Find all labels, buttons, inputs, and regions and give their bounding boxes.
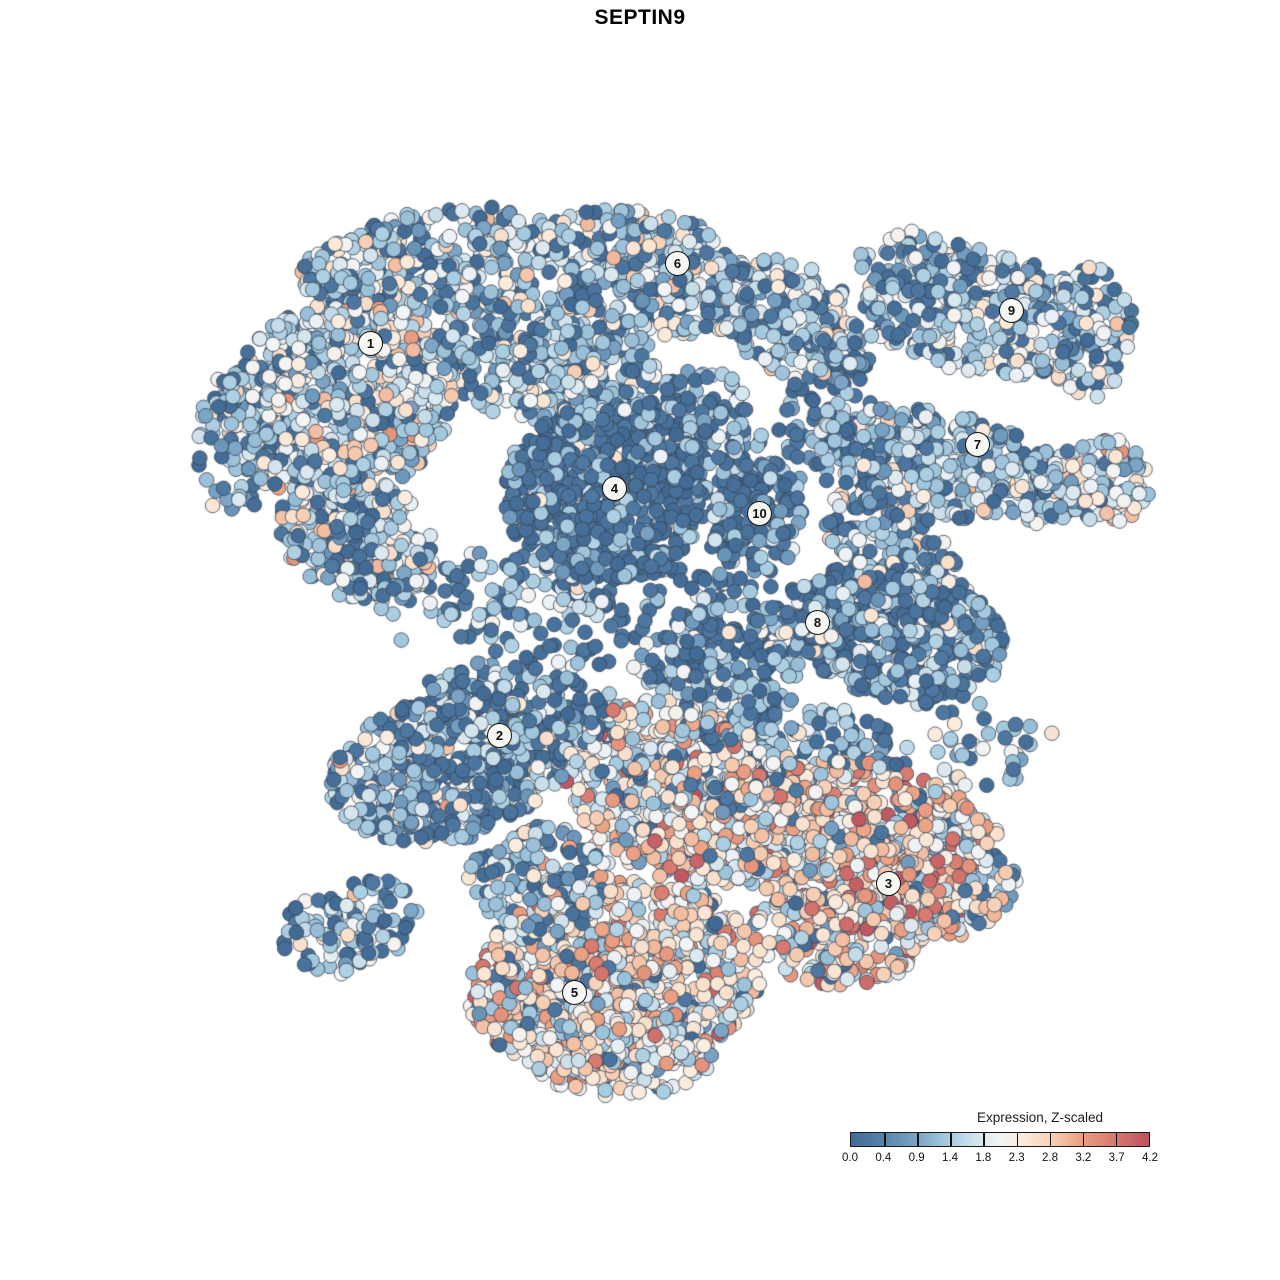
cluster-label-2: 2 <box>487 723 512 748</box>
cluster-label-3: 3 <box>876 871 901 896</box>
cluster-label-5: 5 <box>562 980 587 1005</box>
cluster-label-8: 8 <box>805 610 830 635</box>
cluster-label-9: 9 <box>999 298 1024 323</box>
cluster-label-6: 6 <box>665 251 690 276</box>
cluster-label-10: 10 <box>747 501 772 526</box>
cluster-label-1: 1 <box>358 331 383 356</box>
cluster-label-4: 4 <box>602 476 627 501</box>
cluster-label-7: 7 <box>965 432 990 457</box>
